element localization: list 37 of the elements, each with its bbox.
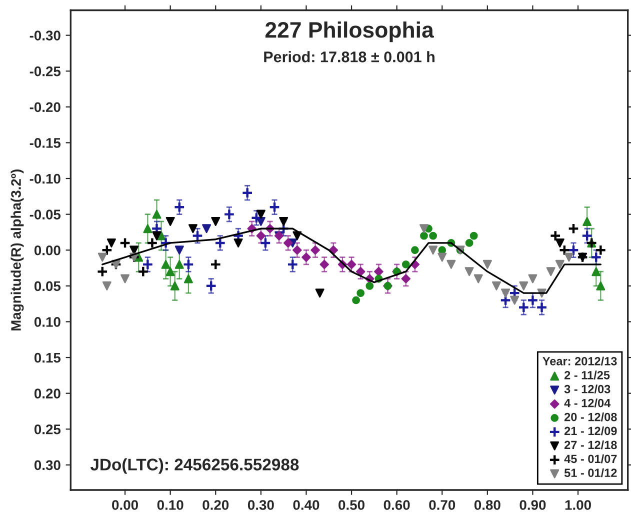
legend-label: 21 - 12/09: [564, 426, 617, 436]
x-tick-label: 0.80: [474, 500, 500, 510]
x-tick-label: 0.70: [429, 500, 456, 510]
legend-label: 2 - 11/25: [564, 370, 610, 380]
text: Period: 17.818 ± 0.001 h: [264, 51, 434, 62]
legend-label: 45 - 01/07: [564, 454, 617, 464]
y-tick-label: 0.05: [34, 281, 61, 292]
chart-title: 227 Philosophia: [265, 21, 434, 42]
x-tick-label: 0.20: [202, 500, 229, 510]
x-tick-label: 0.60: [384, 500, 410, 510]
x-tick-label: 0.00: [112, 500, 138, 510]
x-tick-label: 0.90: [520, 500, 546, 510]
legend-label: 27 - 12/18: [564, 440, 617, 450]
x-tick-label: 0.50: [338, 500, 364, 510]
y-tick-label: -0.25: [30, 66, 61, 76]
legend-label: 3 - 12/03: [564, 384, 610, 394]
y-tick-label: 0.20: [34, 388, 60, 398]
y-tick-label: -0.10: [30, 174, 60, 184]
y-tick-label: 0.15: [34, 352, 61, 363]
y-tick-label: -0.30: [30, 30, 60, 40]
y-tick-label: 0.10: [34, 317, 60, 327]
x-tick-label: 0.40: [293, 500, 320, 510]
y-axis-title: Magnitude(R) alpha(3.2º): [10, 170, 24, 330]
y-tick-label: -0.15: [30, 138, 61, 148]
y-tick-label: 0.30: [34, 460, 60, 470]
annotation: JDo(LTC): 2456256.552988: [90, 458, 299, 474]
y-tick-label: 0.25: [34, 424, 61, 434]
x-tick-label: 0.10: [157, 500, 184, 510]
x-tick-label: 0.30: [248, 500, 274, 510]
legend-label: 4 - 12/04: [564, 398, 611, 408]
x-tick-label: 1.00: [565, 500, 591, 510]
legend-label: 51 - 01/12: [564, 468, 617, 478]
legend-title: Year: 2012/13: [542, 356, 617, 366]
y-tick-label: -0.20: [30, 102, 60, 112]
y-tick-label: -0.05: [30, 210, 61, 220]
y-tick-label: 0.00: [34, 245, 60, 256]
legend-label: 20 - 12/08: [564, 412, 617, 422]
